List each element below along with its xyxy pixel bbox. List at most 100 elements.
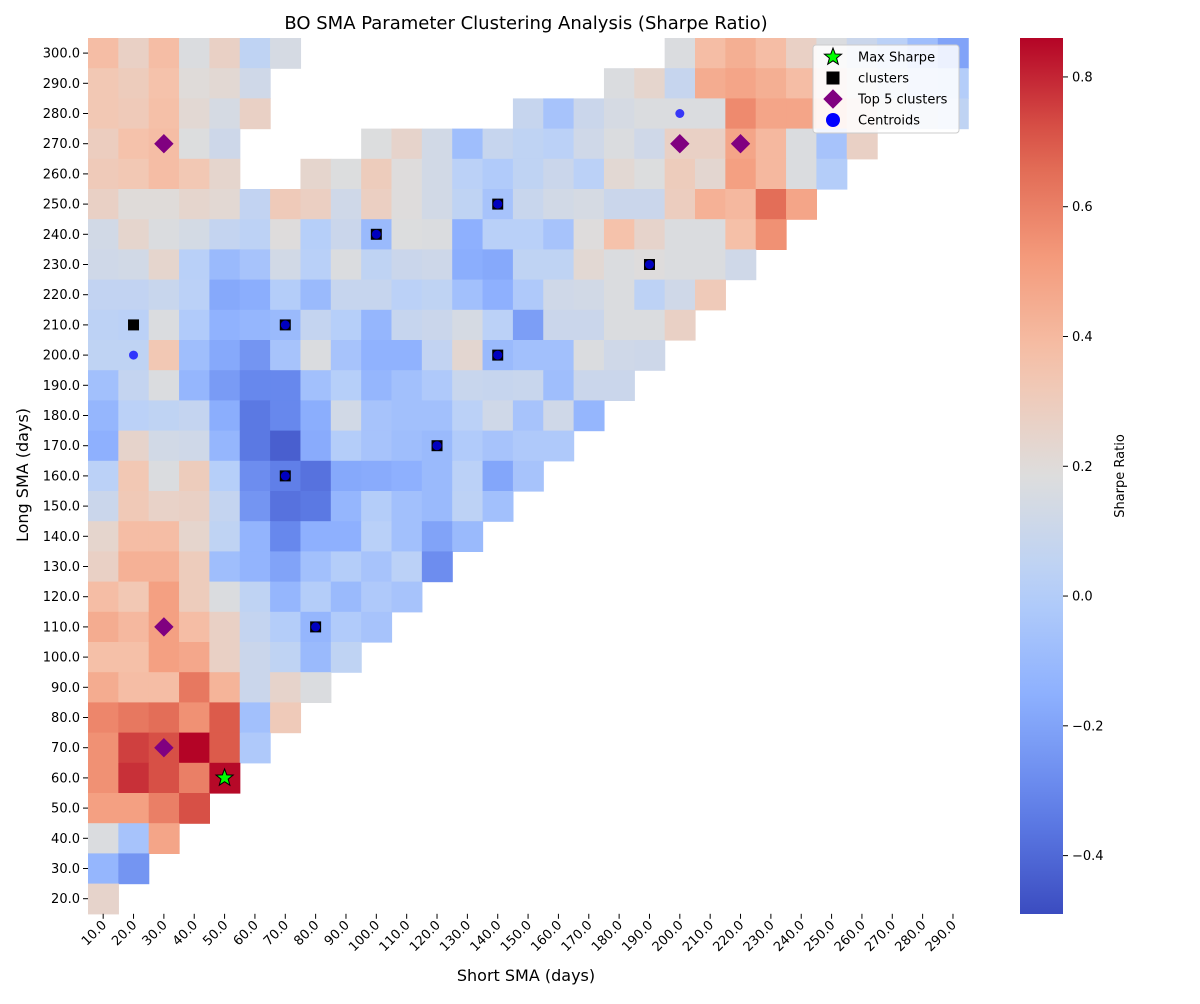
heatmap-cell — [239, 340, 271, 371]
heatmap-cell — [148, 430, 180, 462]
heatmap-cell — [209, 430, 241, 462]
heatmap-cell — [603, 340, 635, 371]
heatmap-cell — [330, 430, 362, 462]
heatmap-cell — [179, 98, 210, 130]
heatmap-cell — [330, 642, 362, 673]
heatmap-cell — [148, 823, 180, 854]
heatmap-cell — [664, 158, 696, 190]
heatmap-cell — [118, 68, 150, 99]
heatmap-cell — [179, 551, 210, 583]
heatmap-cell — [88, 762, 119, 794]
heatmap-cell — [270, 702, 302, 734]
heatmap-cell — [148, 491, 180, 522]
heatmap-cell — [148, 158, 180, 190]
heatmap-cell — [725, 219, 757, 250]
heatmap-cell — [88, 430, 119, 462]
heatmap-cell — [391, 309, 423, 341]
heatmap-cell — [573, 158, 605, 190]
heatmap-cell — [209, 219, 241, 250]
heatmap-cell — [573, 219, 605, 250]
centroid-marker — [644, 260, 654, 269]
heatmap-cell — [361, 340, 393, 371]
y-tick-label: 140.0 — [43, 530, 80, 545]
y-tick-label: 300.0 — [43, 47, 80, 62]
heatmap-cell — [270, 340, 302, 371]
centroid-marker — [371, 229, 381, 239]
heatmap-cell — [725, 68, 757, 99]
x-tick-label: 270.0 — [862, 918, 899, 955]
x-tick-label: 280.0 — [893, 918, 930, 955]
heatmap-cell — [148, 762, 180, 794]
heatmap-cell — [330, 219, 362, 250]
colorbar-bar — [1020, 38, 1063, 914]
legend-box — [812, 44, 960, 134]
heatmap-cell — [239, 279, 271, 311]
heatmap-cell — [573, 249, 605, 281]
heatmap-cell — [148, 98, 180, 130]
heatmap-cell — [634, 128, 666, 160]
y-tick-label: 120.0 — [43, 590, 80, 605]
legend-label: Max Sharpe — [858, 51, 935, 66]
colorbar-tick-label: 0.2 — [1072, 460, 1093, 475]
heatmap-cell — [482, 309, 514, 341]
heatmap-cell — [270, 189, 302, 220]
heatmap-cell — [391, 340, 423, 371]
x-tick-label: 10.0 — [79, 918, 110, 949]
x-tick-label: 260.0 — [832, 918, 869, 955]
heatmap-cell — [421, 309, 453, 341]
heatmap-cell — [512, 98, 544, 130]
heatmap-cell — [543, 430, 575, 462]
x-tick-label: 240.0 — [771, 918, 808, 955]
heatmap-cell — [664, 309, 696, 341]
heatmap-cell — [512, 279, 544, 311]
heatmap-cell — [664, 219, 696, 250]
heatmap-cell — [239, 642, 271, 673]
heatmap-cell — [391, 189, 423, 220]
heatmap-cell — [118, 853, 150, 885]
y-tick-label: 170.0 — [43, 439, 80, 454]
heatmap-cell — [118, 642, 150, 673]
heatmap-cell — [179, 762, 210, 794]
heatmap-cell — [330, 340, 362, 371]
heatmap-cell — [148, 68, 180, 99]
heatmap-cell — [118, 98, 150, 130]
heatmap-cell — [118, 581, 150, 613]
heatmap-cell — [179, 128, 210, 160]
heatmap-cell — [118, 189, 150, 220]
heatmap-cell — [330, 309, 362, 341]
heatmap-cell — [300, 400, 332, 432]
centroid-marker — [311, 622, 321, 632]
heatmap-cell — [239, 732, 271, 764]
x-tick-label: 60.0 — [231, 918, 262, 949]
heatmap-cell — [270, 642, 302, 673]
heatmap-cell — [239, 702, 271, 734]
heatmap-cell — [118, 762, 150, 794]
y-tick-label: 240.0 — [43, 228, 80, 243]
heatmap-cell — [88, 189, 119, 220]
heatmap-cell — [512, 340, 544, 371]
heatmap-cell — [270, 38, 302, 69]
heatmap-cell — [543, 158, 575, 190]
heatmap-cell — [512, 128, 544, 160]
heatmap-cell — [300, 672, 332, 703]
heatmap-cell — [603, 309, 635, 341]
heatmap-cell — [118, 793, 150, 824]
heatmap-cell — [209, 68, 241, 99]
heatmap-cell — [270, 611, 302, 643]
heatmap-cell — [209, 642, 241, 673]
legend-label: Top 5 clusters — [857, 93, 948, 108]
y-tick-label: 200.0 — [43, 349, 80, 364]
heatmap-cell — [209, 400, 241, 432]
heatmap-cell — [118, 460, 150, 492]
centroid-marker — [280, 471, 290, 481]
heatmap-cell — [300, 491, 332, 522]
heatmap-cell — [88, 158, 119, 190]
heatmap-cell — [786, 38, 817, 69]
cluster-marker — [128, 319, 140, 331]
y-tick-label: 20.0 — [51, 892, 80, 907]
heatmap-cell — [118, 158, 150, 190]
heatmap-cell — [88, 672, 119, 703]
heatmap-cell — [482, 460, 514, 492]
heatmap-cell — [330, 189, 362, 220]
